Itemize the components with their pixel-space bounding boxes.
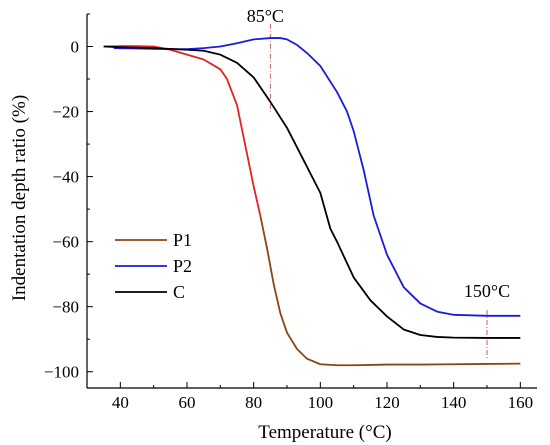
x-tick-label: 80 bbox=[245, 393, 262, 412]
y-tick-label: −20 bbox=[52, 103, 79, 122]
axes bbox=[86, 14, 537, 389]
y-axis-title: Indentation depth ratio (%) bbox=[9, 95, 30, 301]
x-tick-label: 60 bbox=[179, 393, 196, 412]
y-tick-label: 0 bbox=[71, 38, 80, 57]
legend: P1 P2 C bbox=[115, 230, 192, 302]
legend-label-p2: P2 bbox=[173, 256, 192, 276]
legend-label-p1: P1 bbox=[173, 230, 192, 250]
ticks: 40 60 80 100 120 140 160 0 −20 −40 −60 −80 −100 bbox=[44, 13, 534, 412]
x-tick-label: 120 bbox=[374, 393, 400, 412]
series-line-p2 bbox=[113, 37, 521, 317]
y-tick-label: −60 bbox=[52, 233, 79, 252]
annotation-labels: 85°C 150°C bbox=[247, 6, 510, 301]
y-tick-label: −100 bbox=[44, 363, 79, 382]
x-tick-label: 160 bbox=[508, 393, 534, 412]
series-layer bbox=[103, 37, 521, 367]
y-tick-label: −80 bbox=[52, 298, 79, 317]
x-tick-label: 140 bbox=[441, 393, 467, 412]
x-tick-label: 100 bbox=[308, 393, 334, 412]
x-axis-title: Temperature (°C) bbox=[258, 422, 391, 443]
x-tick-label: 40 bbox=[112, 393, 129, 412]
y-tick-label: −40 bbox=[52, 168, 79, 187]
series-line-p1-tail bbox=[259, 215, 521, 367]
legend-label-c: C bbox=[173, 282, 185, 302]
annotation-label-85: 85°C bbox=[247, 6, 284, 26]
annotation-label-150: 150°C bbox=[464, 281, 510, 301]
series-line-p1 bbox=[103, 45, 262, 216]
series-line-c bbox=[103, 45, 521, 339]
